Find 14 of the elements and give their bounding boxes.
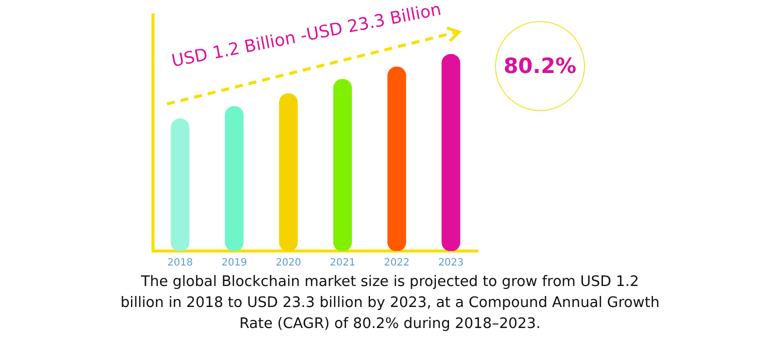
x-tick-label: 2021 bbox=[330, 258, 356, 269]
bar bbox=[224, 106, 244, 251]
text: The global Blockchain market size is projected to grow from USD 1.2 billion in 2018 to USD 23.3 billion by 2023, at a Compound Annual Growth Rate (CAGR) of 80.2% during 2018–2023. bbox=[120, 273, 660, 334]
bar bbox=[333, 78, 352, 251]
x-tick-label: 2022 bbox=[384, 258, 410, 269]
bar bbox=[170, 118, 190, 251]
bar bbox=[387, 66, 406, 251]
x-tick-label: 2019 bbox=[222, 258, 247, 269]
bar bbox=[279, 93, 298, 251]
annotation: USD 1.2 Billion -USD 23.3 Billion bbox=[170, 0, 443, 72]
x-tick-label: 2020 bbox=[276, 258, 302, 269]
bar bbox=[442, 54, 460, 251]
x-tick-label: 2018 bbox=[167, 258, 193, 269]
x-tick-label: 2023 bbox=[438, 258, 464, 269]
